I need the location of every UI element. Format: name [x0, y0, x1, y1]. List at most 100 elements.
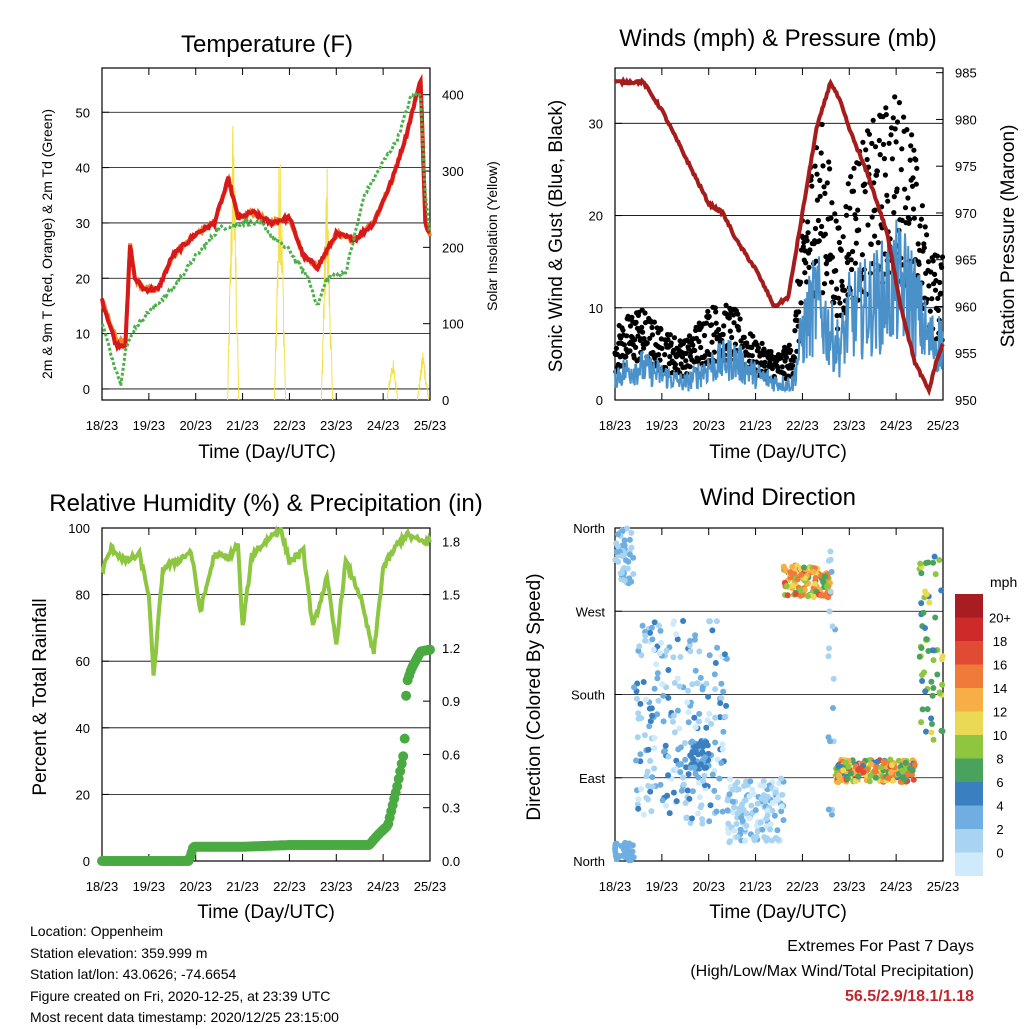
direction-label: West	[576, 604, 606, 619]
gust-point	[671, 335, 678, 341]
gust-point	[829, 200, 835, 206]
gust-point	[819, 121, 825, 128]
x-tick-label: 21/23	[226, 418, 259, 433]
x-tick-label: 22/23	[786, 879, 819, 894]
direction-point	[899, 768, 906, 775]
x-tick-label: 22/23	[273, 418, 306, 433]
gust-point	[736, 327, 742, 333]
gust-point	[902, 186, 908, 192]
direction-point	[804, 593, 811, 600]
gust-point	[837, 300, 843, 306]
y-tick-label-right: 0.3	[442, 801, 460, 816]
gust-point	[843, 212, 850, 218]
x-tick-label: 20/23	[692, 418, 725, 433]
direction-point	[764, 835, 771, 842]
direction-point	[680, 774, 686, 781]
y-tick-label: 40	[76, 161, 90, 176]
x-tick-label: 24/23	[367, 418, 400, 433]
direction-point	[650, 646, 657, 653]
gust-point	[875, 240, 881, 246]
direction-point	[826, 645, 832, 652]
direction-point	[743, 778, 749, 785]
gust-point	[924, 232, 930, 238]
legend-label: 2	[996, 822, 1003, 837]
direction-point	[649, 774, 656, 781]
direction-point	[719, 741, 726, 748]
gust-point	[909, 132, 915, 138]
speed-legend-title: mph	[990, 574, 1017, 590]
direction-point	[637, 751, 644, 758]
direction-point	[727, 776, 733, 783]
direction-point	[623, 854, 629, 861]
direction-point	[657, 627, 664, 634]
direction-point	[691, 714, 698, 721]
direction-point	[711, 787, 718, 794]
y-tick-label-right: 100	[442, 317, 464, 332]
gust-point	[833, 268, 839, 274]
direction-point	[743, 822, 750, 829]
gust-point	[881, 156, 888, 162]
direction-point	[692, 667, 699, 674]
gust-point	[822, 190, 828, 196]
gust-point	[812, 225, 819, 232]
direction-point	[663, 647, 670, 654]
gust-point	[644, 340, 650, 346]
direction-point	[680, 618, 687, 624]
y-tick-label: 20	[589, 209, 603, 224]
direction-point	[676, 725, 683, 732]
gust-point	[847, 205, 853, 211]
wind-direction-title: Wind Direction	[700, 484, 856, 511]
x-tick-label: 25/23	[927, 418, 960, 433]
direction-point	[924, 706, 931, 713]
direction-point	[825, 653, 832, 660]
direction-point	[939, 681, 946, 688]
direction-point	[717, 700, 724, 707]
direction-point	[649, 783, 656, 790]
y-tick-label-right: 400	[442, 88, 464, 103]
extremes-values: 56.5/2.9/18.1/1.18	[845, 988, 974, 1005]
direction-point	[660, 748, 667, 755]
gust-point	[872, 233, 878, 239]
latlon-text: Station lat/lon: 43.0626; -74.6654	[30, 966, 237, 982]
direction-point	[716, 775, 723, 782]
direction-point	[735, 786, 742, 793]
gust-point	[708, 322, 715, 328]
y-tick-label-right: 0.6	[442, 747, 460, 762]
direction-point	[734, 779, 741, 786]
direction-point	[615, 558, 622, 565]
direction-point	[666, 810, 673, 817]
gust-point	[790, 363, 796, 369]
direction-point	[929, 692, 936, 699]
direction-point	[760, 778, 767, 785]
gust-point	[939, 264, 945, 270]
gust-point	[862, 189, 868, 195]
x-tick-label: 23/23	[320, 879, 353, 894]
x-tick-label: 24/23	[880, 879, 913, 894]
gust-point	[832, 211, 838, 217]
direction-point	[860, 769, 867, 776]
gust-point	[899, 146, 905, 152]
direction-point	[778, 803, 785, 810]
gust-point	[834, 313, 840, 319]
direction-point	[918, 600, 925, 607]
direction-point	[621, 537, 628, 544]
direction-point	[695, 718, 702, 725]
direction-point	[626, 575, 633, 582]
direction-point	[918, 570, 925, 577]
direction-point	[665, 753, 672, 760]
x-tick-label: 18/23	[86, 418, 119, 433]
direction-point	[774, 796, 781, 803]
direction-point	[916, 653, 923, 660]
direction-label: East	[579, 771, 605, 786]
gust-point	[826, 159, 832, 165]
direction-point	[855, 766, 862, 773]
gust-point	[896, 100, 903, 106]
direction-point	[656, 622, 662, 629]
gust-point	[786, 342, 792, 348]
gust-point	[713, 309, 719, 315]
dewpoint-line	[100, 90, 432, 386]
gust-point	[716, 326, 722, 333]
direction-point	[713, 808, 720, 815]
direction-point	[895, 757, 902, 764]
y-tick-label-right: 300	[442, 164, 464, 179]
